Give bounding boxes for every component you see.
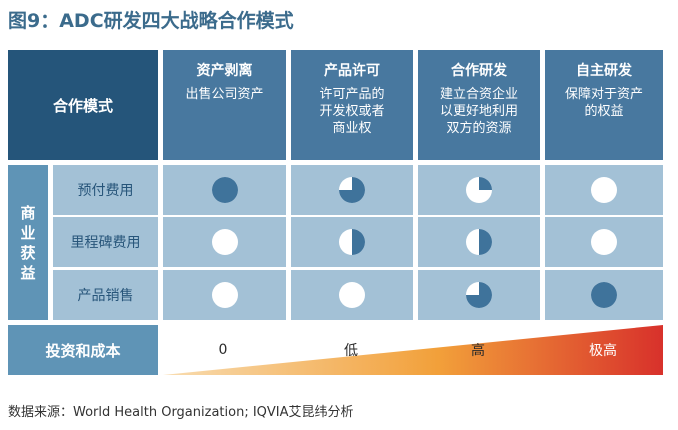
column-heading: 产品许可 xyxy=(324,63,380,79)
column-header-in-house-development: 自主研发 保障对于资产 的权益 xyxy=(545,50,663,160)
rating-cell xyxy=(545,217,663,267)
side-label-commercial-benefit: 商 业 获 益 xyxy=(8,165,48,320)
rating-cell xyxy=(418,270,540,320)
column-description-line: 保障对于资产 xyxy=(564,87,643,102)
column-description-line: 商业权 xyxy=(332,121,372,136)
column-description-line: 双方的资源 xyxy=(446,121,512,136)
rating-cell xyxy=(291,270,413,320)
column-header-co-development: 合作研发 建立合资企业 以更好地利用 双方的资源 xyxy=(418,50,540,160)
column-description: 保障对于资产 的权益 xyxy=(545,86,663,120)
harvey-ball-icon xyxy=(466,229,492,255)
cost-label-text: 投资和成本 xyxy=(45,341,121,360)
header-cooperation-mode-label: 合作模式 xyxy=(52,96,113,115)
harvey-ball-icon xyxy=(591,282,617,308)
rating-cell xyxy=(291,217,413,267)
harvey-ball-icon xyxy=(211,229,238,255)
harvey-ball-icon xyxy=(339,177,365,203)
harvey-ball-base xyxy=(211,282,238,308)
column-description-line: 以更好地利用 xyxy=(439,104,518,119)
rating-cell xyxy=(418,165,540,215)
cost-value-very-high: 极高 xyxy=(589,343,617,359)
side-label-char: 业 xyxy=(20,223,36,242)
column-description-line: 许可产品的 xyxy=(319,87,385,102)
row-label-text: 产品销售 xyxy=(77,288,134,304)
cost-wedge xyxy=(163,325,663,375)
harvey-ball-icon xyxy=(339,229,365,255)
column-description: 建立合资企业 以更好地利用 双方的资源 xyxy=(418,86,540,137)
harvey-ball-icon xyxy=(466,282,492,308)
row-label-product-sales: 产品销售 xyxy=(53,270,158,320)
rating-cell xyxy=(291,165,413,215)
source-note: 数据来源：World Health Organization; IQVIA艾昆纬… xyxy=(8,405,354,420)
harvey-ball-icon xyxy=(591,177,617,203)
row-label-text: 预付费用 xyxy=(77,183,134,199)
rating-cell xyxy=(418,217,540,267)
column-description: 许可产品的 开发权或者 商业权 xyxy=(291,86,413,137)
rating-cell xyxy=(545,165,663,215)
harvey-ball-icon xyxy=(339,282,365,308)
column-heading: 自主研发 xyxy=(576,63,632,79)
rating-cell xyxy=(163,270,286,320)
harvey-ball-icon xyxy=(211,177,238,203)
cost-gradient-area: 0 低 高 极高 xyxy=(163,325,663,375)
harvey-ball-fill xyxy=(352,229,365,255)
harvey-ball-fill xyxy=(211,177,238,203)
cost-value-low: 低 xyxy=(344,343,358,359)
harvey-ball-icon xyxy=(591,229,617,255)
harvey-ball-fill xyxy=(466,282,492,308)
rating-cell xyxy=(163,165,286,215)
row-label-text: 里程碑费用 xyxy=(70,235,141,251)
harvey-ball-fill xyxy=(339,177,365,203)
harvey-ball-base xyxy=(591,177,617,203)
header-cooperation-mode: 合作模式 xyxy=(8,50,158,160)
harvey-ball-fill xyxy=(479,229,492,255)
column-description: 出售公司资产 xyxy=(163,86,286,103)
column-description-line: 出售公司资产 xyxy=(185,87,264,102)
side-label-char: 益 xyxy=(20,263,36,282)
cost-label: 投资和成本 xyxy=(8,325,158,375)
column-description-line: 的权益 xyxy=(584,104,624,119)
harvey-ball-base xyxy=(591,229,617,255)
row-label-milestone-fee: 里程碑费用 xyxy=(53,217,158,267)
harvey-ball-base xyxy=(211,229,238,255)
harvey-ball-icon xyxy=(466,177,492,203)
column-header-licensing: 产品许可 许可产品的 开发权或者 商业权 xyxy=(291,50,413,160)
rating-cell xyxy=(163,217,286,267)
column-heading: 资产剥离 xyxy=(196,63,253,79)
harvey-ball-fill xyxy=(591,282,617,308)
column-heading: 合作研发 xyxy=(451,63,507,79)
side-label-char: 商 xyxy=(20,203,36,222)
side-label-char: 获 xyxy=(20,243,36,262)
cost-gradient-wedge xyxy=(163,325,663,375)
column-header-asset-divestiture: 资产剥离 出售公司资产 xyxy=(163,50,286,160)
rating-cell xyxy=(545,270,663,320)
row-label-upfront-fee: 预付费用 xyxy=(53,165,158,215)
harvey-ball-icon xyxy=(211,282,238,308)
column-description-line: 建立合资企业 xyxy=(439,87,518,102)
harvey-ball-fill xyxy=(479,177,492,190)
cost-value-high: 高 xyxy=(471,343,485,359)
page-title: 图9：ADC研发四大战略合作模式 xyxy=(8,10,294,32)
harvey-ball-base xyxy=(339,282,365,308)
cost-value-zero: 0 xyxy=(218,342,228,358)
column-description-line: 开发权或者 xyxy=(319,104,385,119)
